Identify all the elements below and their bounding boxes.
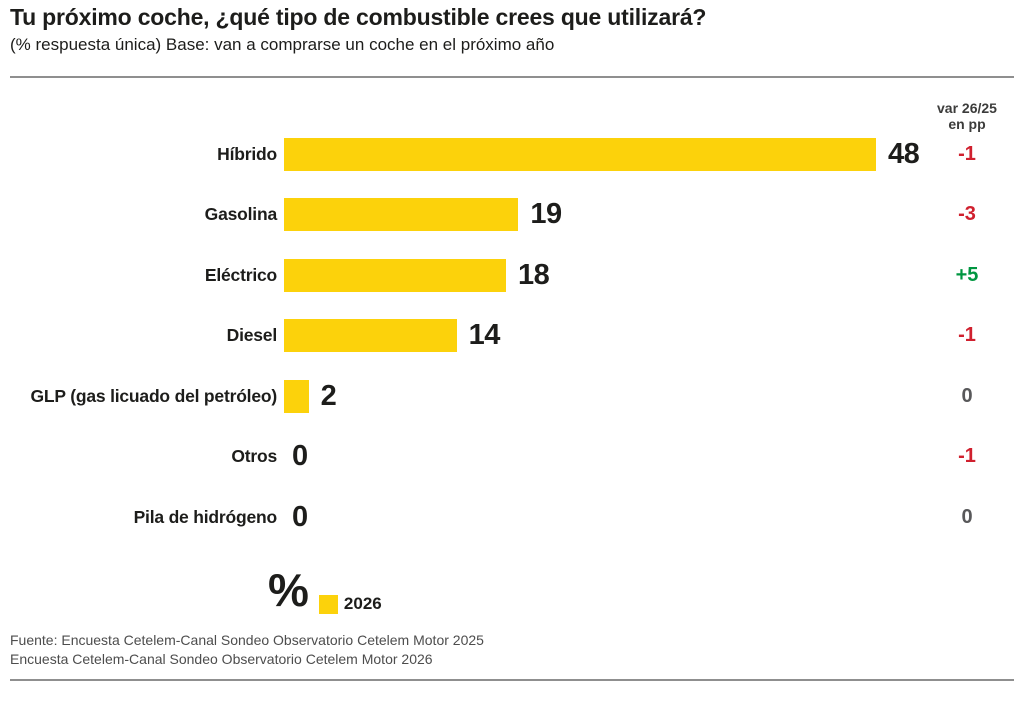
- variation-value-hibrido: -1: [958, 142, 976, 165]
- variation-value-diesel: -1: [958, 324, 976, 347]
- bar-row-gasolina: Gasolina 19 -3: [0, 185, 1024, 246]
- variation-column-header: var 26/25 en pp: [930, 100, 1004, 132]
- value-label-otros: 0: [292, 440, 308, 473]
- category-label-pila-de-hidrogeno: Pila de hidrógeno: [133, 506, 278, 527]
- value-label-pila-de-hidrogeno: 0: [292, 500, 308, 533]
- bar-area: 0: [284, 427, 924, 488]
- variation-value-pila-de-hidrogeno: 0: [961, 505, 973, 528]
- page-subtitle: (% respuesta única) Base: van a comprars…: [10, 35, 555, 54]
- value-label-gasolina: 19: [530, 198, 562, 231]
- horizontal-bar-chart: Híbrido 48 -1 Gasolina 19 -3 Eléctrico 18 +5 Dies…: [0, 124, 1024, 548]
- percent-symbol: %: [268, 564, 309, 616]
- category-label-diesel: Diesel: [226, 325, 278, 346]
- bar-electrico: [284, 258, 506, 292]
- bar-hibrido: [284, 137, 876, 171]
- legend-label-2026: 2026: [343, 594, 382, 613]
- bar-diesel: [284, 319, 457, 353]
- value-label-hibrido: 48: [888, 137, 920, 170]
- category-label-hibrido: Híbrido: [217, 143, 277, 164]
- bar-area: 14: [284, 306, 924, 367]
- bar-row-glp-gas-licuado-del-petroleo: GLP (gas licuado del petróleo) 2 0: [0, 366, 1024, 427]
- bar-glp-gas-licuado-del-petroleo: [284, 379, 309, 413]
- category-label-gasolina: Gasolina: [204, 204, 278, 225]
- variation-header-line1: var 26/25: [937, 100, 997, 116]
- variation-value-electrico: +5: [955, 263, 979, 286]
- legend-swatch-2026: [318, 595, 338, 614]
- variation-header-line2: en pp: [948, 116, 986, 132]
- page-title: Tu próximo coche, ¿qué tipo de combustib…: [10, 4, 707, 30]
- category-label-glp-gas-licuado-del-petroleo: GLP (gas licuado del petróleo): [30, 385, 278, 406]
- bar-row-diesel: Diesel 14 -1: [0, 306, 1024, 367]
- source-line-2: Encuesta Cetelem-Canal Sondeo Observator…: [10, 651, 433, 667]
- category-label-otros: Otros: [231, 446, 277, 467]
- bar-row-electrico: Eléctrico 18 +5: [0, 245, 1024, 306]
- variation-value-gasolina: -3: [958, 203, 976, 226]
- bar-area: 48: [284, 124, 924, 185]
- top-divider: [10, 76, 1014, 78]
- bar-row-hibrido: Híbrido 48 -1: [0, 124, 1024, 185]
- bar-area: 2: [284, 366, 924, 427]
- source-note: Fuente: Encuesta Cetelem-Canal Sondeo Ob…: [10, 631, 484, 669]
- chart-legend: % 2026: [268, 558, 382, 616]
- variation-value-glp-gas-licuado-del-petroleo: 0: [961, 384, 973, 407]
- value-label-glp-gas-licuado-del-petroleo: 2: [320, 379, 337, 412]
- bar-row-pila-de-hidrogeno: Pila de hidrógeno 0 0: [0, 487, 1024, 548]
- variation-value-otros: -1: [958, 445, 976, 468]
- bar-area: 18: [284, 245, 924, 306]
- bottom-divider: [10, 679, 1014, 681]
- source-line-1: Fuente: Encuesta Cetelem-Canal Sondeo Ob…: [10, 632, 484, 648]
- bar-area: 0: [284, 487, 924, 548]
- value-label-diesel: 14: [468, 319, 501, 352]
- value-label-electrico: 18: [518, 258, 550, 291]
- category-label-electrico: Eléctrico: [204, 264, 277, 285]
- bar-area: 19: [284, 185, 924, 246]
- bar-gasolina: [284, 198, 519, 232]
- bar-row-otros: Otros 0 -1: [0, 427, 1024, 488]
